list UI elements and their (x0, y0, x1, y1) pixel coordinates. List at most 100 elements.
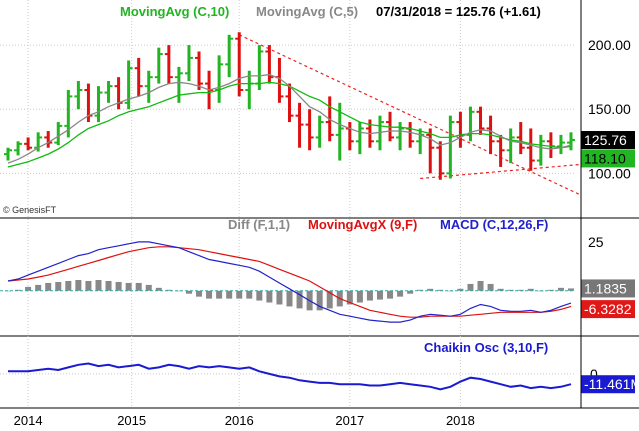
histogram-bar (427, 288, 434, 291)
macd-legend-macd: MACD (C,12,26,F) (440, 217, 548, 232)
histogram-bar (457, 288, 464, 291)
histogram-bar (477, 281, 484, 291)
candle (174, 66, 183, 103)
histogram-bar (35, 284, 42, 291)
histogram-bar (497, 288, 504, 291)
histogram-bar (226, 290, 233, 299)
grid-lines (0, 0, 639, 409)
histogram-bar (135, 282, 142, 291)
histogram-bar (326, 290, 333, 309)
price-panel: MovingAvg (C,10) MovingAvg (C,5) 07/31/2… (3, 4, 631, 215)
candle (345, 122, 354, 151)
histogram-bar (467, 283, 474, 291)
macd-value-badge: -6.3282 (581, 300, 635, 319)
price-tick-label: 200.00 (588, 37, 631, 53)
macd-y-ticks: 25 (588, 234, 604, 250)
histogram-bar (95, 280, 102, 291)
macd-value-badge-text: -6.3282 (584, 301, 632, 317)
candle (24, 137, 33, 151)
histogram-bar (256, 290, 263, 301)
candle (526, 128, 535, 171)
candles (4, 32, 575, 180)
macd-tick-label: 25 (588, 234, 604, 250)
ma-value-badge-text: 118.10 (584, 150, 626, 166)
x-tick-label: 2018 (446, 413, 475, 428)
histogram-bar (557, 287, 564, 291)
x-axis: 2014 2015 2016 2017 2018 (14, 413, 475, 428)
histogram-bar (75, 280, 82, 291)
candle (546, 132, 555, 158)
chaikin-panel: Chaikin Osc (3,10,F) 0 (0, 340, 598, 391)
histogram-bar (487, 283, 494, 291)
candle (34, 132, 43, 152)
candle (396, 122, 405, 151)
candle (94, 86, 103, 123)
candle (14, 141, 23, 156)
candle (456, 111, 465, 148)
candle (235, 32, 244, 97)
macd-legend-diff: Diff (F,1,1) (228, 217, 290, 232)
price-legend-ma10: MovingAvg (C,10) (120, 4, 229, 19)
chaikin-value-badge-text: -11.461M (584, 376, 639, 392)
histogram-bar (206, 290, 213, 299)
candle (516, 122, 525, 155)
candle (426, 128, 435, 174)
diff-value-badge-text: 1.1835 (584, 280, 627, 296)
value-badges: 118.10 125.76 1.1835 -6.3282 -11.461M (581, 131, 639, 394)
price-tick-label: 150.00 (588, 101, 631, 117)
histogram-bar (246, 290, 253, 299)
macd-line (7, 241, 572, 323)
histogram-bar (276, 290, 283, 305)
histogram-bar (15, 289, 22, 291)
candle (386, 111, 395, 142)
histogram-bar (376, 290, 383, 300)
chaikin-tick-label: 0 (590, 366, 598, 382)
watermark: © GenesisFT (3, 205, 57, 215)
candle (195, 51, 204, 90)
histogram-bar (366, 290, 373, 301)
histogram-bar (65, 281, 72, 291)
histogram-bar (316, 290, 323, 311)
histogram-bar (236, 290, 243, 299)
histogram-bar (286, 290, 293, 307)
macd-panel: Diff (F,1,1) MovingAvgX (9,F) MACD (C,12… (0, 217, 604, 323)
candle (375, 115, 384, 151)
candle (506, 128, 515, 164)
histogram-bar (165, 289, 172, 291)
candle (44, 131, 53, 148)
histogram-bar (527, 288, 534, 291)
candle (496, 134, 505, 167)
chaikin-value-badge: -11.461M (581, 375, 639, 394)
histogram-bar (145, 284, 152, 291)
macd-value-badge-box (581, 300, 635, 319)
histogram-bar (45, 282, 52, 291)
candle (74, 81, 83, 110)
candle (184, 45, 193, 82)
candle (305, 109, 314, 151)
x-tick-label: 2014 (14, 413, 43, 428)
candle (406, 122, 415, 148)
candle (536, 134, 545, 166)
candle (355, 122, 364, 155)
candle (315, 115, 324, 148)
price-value-badge: 125.76 (581, 131, 635, 150)
histogram-bar (266, 290, 273, 303)
candle (466, 106, 475, 142)
diff-value-badge: 1.1835 (581, 279, 635, 298)
candle (144, 70, 153, 103)
candle (215, 55, 224, 103)
price-legend-ma5: MovingAvg (C,5) (256, 4, 358, 19)
ma-value-badge: 118.10 (581, 149, 635, 168)
candle (134, 57, 143, 97)
candle (225, 34, 234, 78)
price-y-ticks: 100.00 150.00 200.00 (588, 37, 631, 181)
histogram-bar (185, 290, 192, 294)
candle (104, 81, 113, 103)
candle (54, 122, 63, 146)
candle (4, 147, 12, 161)
ma-value-badge-box (581, 149, 635, 168)
chaikin-line (8, 362, 572, 391)
histogram-bar (216, 290, 223, 299)
candle (295, 102, 304, 148)
